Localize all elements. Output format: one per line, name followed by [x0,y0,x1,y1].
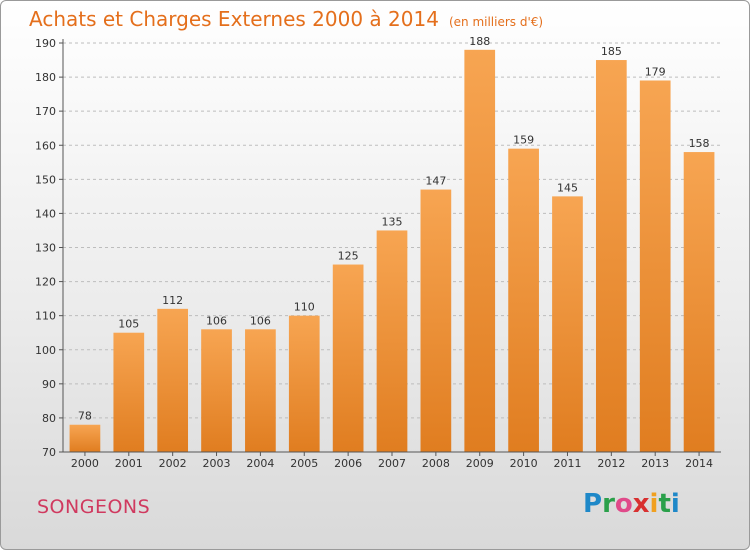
x-tick-label: 2007 [378,457,406,470]
y-tick-label: 70 [42,446,56,459]
x-tick-label: 2010 [510,457,538,470]
data-label: 145 [557,181,578,194]
bar [376,230,408,452]
logo-letter: P [583,489,603,519]
data-label: 179 [645,65,666,78]
bar [245,329,276,452]
data-label: 125 [338,250,359,263]
y-tick-label: 160 [35,139,56,152]
x-tick-label: 2008 [422,457,450,470]
chart-subtitle: (en milliers d'€) [448,15,544,29]
x-tick-label: 2004 [246,457,274,470]
bar [552,196,583,452]
commune-name: SONGEONS [37,496,151,518]
proxiti-logo: Proxiti [583,489,680,519]
bar [420,189,452,452]
logo-letter: o [614,489,633,519]
y-tick-label: 140 [35,207,56,220]
data-label: 105 [118,318,139,331]
bar [113,332,145,452]
y-tick-label: 80 [42,412,56,425]
bar [157,308,189,452]
data-label: 158 [689,137,710,150]
bar [332,264,364,452]
y-tick-label: 120 [35,276,56,289]
bar [288,315,320,452]
x-tick-label: 2002 [159,457,187,470]
x-tick-label: 2006 [334,457,362,470]
logo-letter: i [670,489,680,519]
x-tick-label: 2001 [115,457,143,470]
y-tick-label: 90 [42,378,56,391]
bar [639,80,671,452]
logo-letter: i [649,489,659,519]
bar [595,60,627,453]
chart-title: Achats et Charges Externes 2000 à 2014 (e… [29,7,543,31]
bar [508,148,539,453]
data-label: 159 [513,134,534,147]
y-tick-label: 150 [35,173,56,186]
x-tick-label: 2009 [466,457,494,470]
x-tick-label: 2000 [71,457,99,470]
x-tick-label: 2014 [685,457,713,470]
x-tick-label: 2011 [553,457,581,470]
y-tick-label: 170 [35,105,56,118]
x-tick-label: 2003 [203,457,231,470]
x-tick-label: 2005 [290,457,318,470]
data-label: 185 [601,45,622,58]
data-label: 188 [469,35,490,48]
y-tick-label: 110 [35,310,56,323]
data-label: 78 [78,410,92,423]
y-tick-label: 190 [35,37,56,50]
chart-title-text: Achats et Charges Externes 2000 à 2014 [29,7,439,31]
y-tick-label: 130 [35,242,56,255]
bar [464,49,496,453]
logo-letter: r [602,489,615,519]
bar [69,424,101,452]
bar [683,152,715,453]
data-label: 106 [250,314,271,327]
x-tick-label: 2013 [641,457,669,470]
data-label: 112 [162,294,183,307]
y-tick-label: 180 [35,71,56,84]
data-label: 110 [294,301,315,314]
x-tick-label: 2012 [597,457,625,470]
y-tick-label: 100 [35,344,56,357]
logo-letter: t [658,489,671,519]
logo-letter: x [632,489,650,519]
bar [201,329,232,452]
data-label: 135 [382,215,403,228]
data-label: 106 [206,314,227,327]
data-label: 147 [425,175,446,188]
